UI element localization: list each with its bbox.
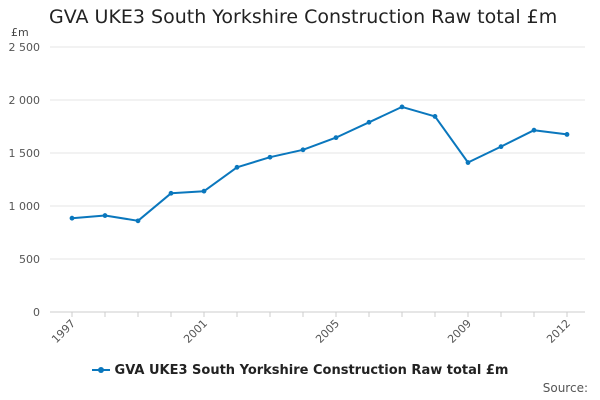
data-point [333, 135, 339, 141]
data-point [498, 144, 504, 150]
y-tick-label: 500 [19, 253, 40, 266]
x-axis-ticks: 1997 2001 2005 2009 2012 [49, 312, 573, 346]
chart-title: GVA UKE3 South Yorkshire Construction Ra… [49, 6, 558, 28]
x-tick-label: 2012 [544, 317, 573, 346]
x-tick-label: 1997 [49, 317, 78, 346]
gridlines [50, 46, 585, 313]
series-layer [69, 104, 570, 224]
y-tick-label: 2 000 [9, 94, 41, 107]
data-point [69, 215, 75, 221]
data-point [267, 154, 273, 160]
series-line [71, 105, 568, 222]
x-tick-label: 2009 [445, 317, 474, 346]
legend-series-label: GVA UKE3 South Yorkshire Construction Ra… [114, 363, 509, 378]
data-point [135, 218, 141, 224]
source-label: Source: [542, 381, 588, 395]
y-tick-label: 0 [33, 306, 40, 319]
y-tick-label: 1 500 [9, 147, 41, 160]
y-tick-label: 2 500 [9, 41, 41, 54]
data-point [564, 132, 570, 137]
data-point [432, 114, 438, 119]
y-tick-label: 1 000 [9, 200, 41, 213]
data-point [465, 160, 471, 165]
y-axis-ticks: 0 500 1 000 1 500 2 000 2 500 [9, 41, 41, 319]
data-point [168, 190, 174, 196]
y-axis-unit-label: £m [11, 26, 29, 39]
x-tick-label: 2001 [181, 317, 210, 346]
data-point [234, 164, 240, 170]
data-point [366, 119, 372, 125]
legend[interactable]: GVA UKE3 South Yorkshire Construction Ra… [0, 363, 600, 378]
data-point [102, 213, 108, 218]
data-point [300, 147, 306, 153]
data-point [399, 104, 405, 110]
legend-line-marker-icon [91, 366, 110, 373]
x-tick-label: 2005 [313, 317, 342, 346]
data-point [531, 127, 537, 133]
data-point [201, 188, 207, 194]
